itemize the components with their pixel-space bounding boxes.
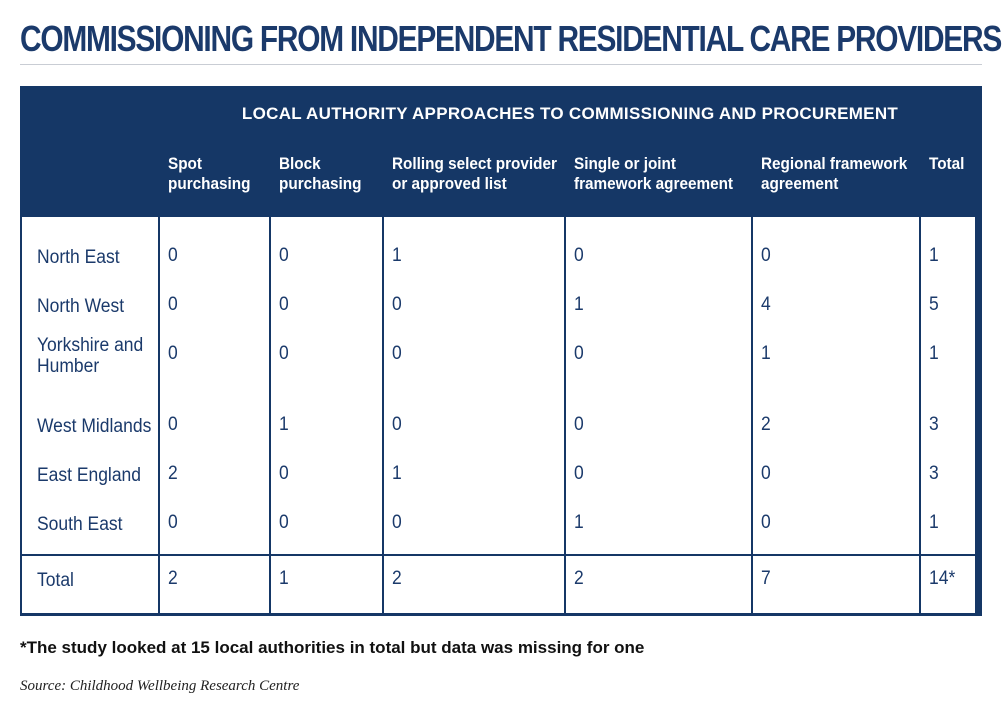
total-row-cell: 14* xyxy=(929,568,956,589)
column-header-line2: framework agreement xyxy=(574,174,734,193)
column-header-line2: purchasing xyxy=(279,174,362,193)
table-cell: 0 xyxy=(574,463,584,484)
column-header: Regional framework agreement xyxy=(761,154,907,194)
chart-title: COMMISSIONING FROM INDEPENDENT RESIDENTI… xyxy=(20,18,1002,59)
table-cell: 0 xyxy=(279,463,289,484)
total-cell-5 xyxy=(753,556,919,613)
column-header-line1: Rolling select provider xyxy=(392,154,557,173)
table-cell: 1 xyxy=(929,512,939,533)
column-header: Single or joint framework agreement xyxy=(574,154,733,194)
row-label-line1: South East xyxy=(37,514,123,535)
row-label-line1: West Midlands xyxy=(37,416,152,437)
row-label-column xyxy=(22,217,158,554)
table-cell: 0 xyxy=(168,414,178,435)
table-cell: 0 xyxy=(168,294,178,315)
column-header: Block purchasing xyxy=(279,154,361,194)
row-label: East England xyxy=(37,465,141,486)
table-cell: 0 xyxy=(392,512,402,533)
table-cell: 0 xyxy=(392,343,402,364)
body-column-1 xyxy=(160,217,269,554)
table-cell: 1 xyxy=(392,245,402,266)
body-column-2 xyxy=(271,217,382,554)
row-label-line1: East England xyxy=(37,465,141,486)
row-label-line1: Yorkshire and xyxy=(37,335,144,356)
table-cell: 1 xyxy=(392,463,402,484)
table-cell: 0 xyxy=(279,294,289,315)
column-header-line1: Regional framework xyxy=(761,154,908,173)
total-row-cell: 2 xyxy=(392,568,402,589)
column-header: Rolling select provider or approved list xyxy=(392,154,557,194)
total-cell-2 xyxy=(271,556,382,613)
body-column-3 xyxy=(384,217,564,554)
table-cell: 4 xyxy=(761,294,771,315)
table-cell: 1 xyxy=(929,343,939,364)
table-cell: 3 xyxy=(929,463,939,484)
row-label-line1: North West xyxy=(37,296,125,317)
table-cell: 0 xyxy=(761,463,771,484)
table-cell: 3 xyxy=(929,414,939,435)
table-cell: 0 xyxy=(168,512,178,533)
total-row-cell: 2 xyxy=(168,568,178,589)
total-row-label: Total xyxy=(37,570,74,591)
column-header-line1: Total xyxy=(929,154,965,173)
table-cell: 0 xyxy=(761,245,771,266)
row-label: West Midlands xyxy=(37,416,151,437)
table-cell: 1 xyxy=(574,294,584,315)
table-cell: 0 xyxy=(279,245,289,266)
total-label-cell xyxy=(22,556,158,613)
total-row-cell: 7 xyxy=(761,568,771,589)
row-label: Yorkshire and Humber xyxy=(37,335,143,377)
table-cell: 0 xyxy=(279,343,289,364)
total-cell-4 xyxy=(566,556,751,613)
total-cell-6 xyxy=(921,556,975,613)
table-cell: 1 xyxy=(929,245,939,266)
table-cell: 0 xyxy=(279,512,289,533)
table-cell: 0 xyxy=(574,245,584,266)
table-cell: 1 xyxy=(574,512,584,533)
table-cell: 0 xyxy=(392,294,402,315)
table-cell: 2 xyxy=(761,414,771,435)
table-cell: 2 xyxy=(168,463,178,484)
table-cell: 0 xyxy=(574,414,584,435)
table-cell: 0 xyxy=(574,343,584,364)
table-cell: 1 xyxy=(279,414,289,435)
super-header: LOCAL AUTHORITY APPROACHES TO COMMISSION… xyxy=(241,104,899,123)
table-cell: 0 xyxy=(392,414,402,435)
body-column-6 xyxy=(921,217,975,554)
row-label: South East xyxy=(37,514,123,535)
table-cell: 0 xyxy=(761,512,771,533)
source-note: Source: Childhood Wellbeing Research Cen… xyxy=(20,678,300,694)
body-column-4 xyxy=(566,217,751,554)
table-cell: 5 xyxy=(929,294,939,315)
total-cell-1 xyxy=(160,556,269,613)
title-divider xyxy=(20,64,982,65)
column-header-line2: or approved list xyxy=(392,174,507,193)
row-label: North East xyxy=(37,247,120,268)
column-header-line1: Spot xyxy=(168,154,203,173)
table-cell: 0 xyxy=(168,245,178,266)
table-cell: 0 xyxy=(168,343,178,364)
row-label-line2: Humber xyxy=(37,356,100,377)
column-header-line2: agreement xyxy=(761,174,839,193)
row-label: North West xyxy=(37,296,124,317)
column-header: Spot purchasing xyxy=(168,154,250,194)
total-row-cell: 2 xyxy=(574,568,584,589)
column-header: Total xyxy=(929,154,964,174)
total-cell-3 xyxy=(384,556,564,613)
footnote: *The study looked at 15 local authoritie… xyxy=(20,638,645,657)
column-header-line2: purchasing xyxy=(168,174,251,193)
table-cell: 1 xyxy=(761,343,771,364)
total-row-cell: 1 xyxy=(279,568,289,589)
data-table: LOCAL AUTHORITY APPROACHES TO COMMISSION… xyxy=(20,86,982,616)
body-column-5 xyxy=(753,217,919,554)
row-label-line1: North East xyxy=(37,247,120,268)
column-header-line1: Single or joint xyxy=(574,154,677,173)
column-header-line1: Block xyxy=(279,154,321,173)
